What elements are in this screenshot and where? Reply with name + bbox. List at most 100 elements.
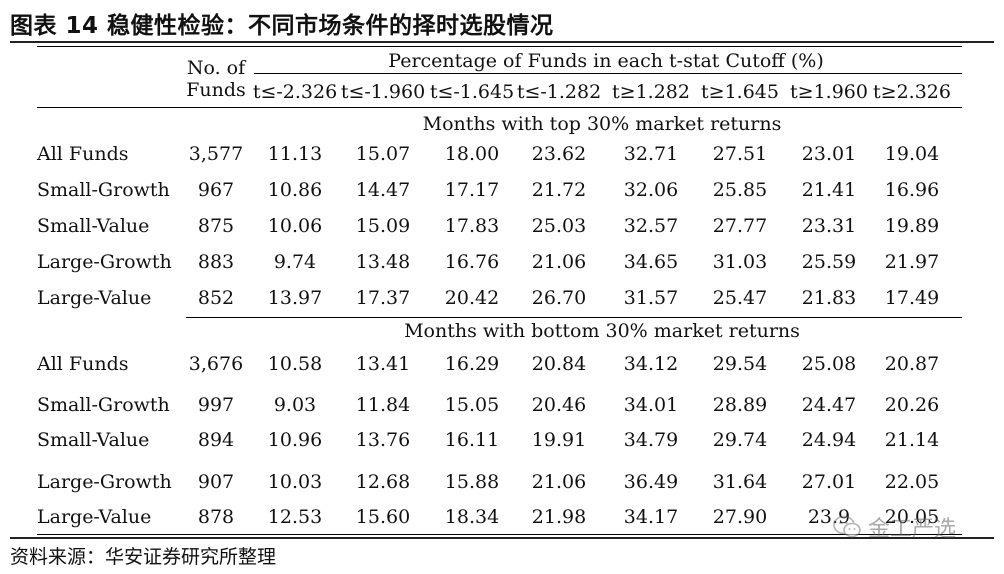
source-note: 资料来源：华安证券研究所整理 bbox=[10, 546, 277, 568]
table-cell: 13.76 bbox=[355, 429, 411, 451]
table-cell: 20.87 bbox=[884, 353, 940, 375]
table-cell: 27.77 bbox=[712, 215, 768, 237]
table-cell: 36.49 bbox=[623, 471, 679, 493]
row-label: Large-Value bbox=[37, 506, 152, 528]
table-cell: 24.47 bbox=[801, 394, 857, 416]
header-group-rule bbox=[254, 73, 962, 74]
table-cell: 17.49 bbox=[884, 287, 940, 309]
header-group-title: Percentage of Funds in each t-stat Cutof… bbox=[388, 50, 824, 72]
bottom-rule bbox=[10, 537, 994, 539]
table-cell: 21.83 bbox=[801, 287, 857, 309]
row-label: Small-Growth bbox=[37, 179, 170, 201]
table-cell: 25.08 bbox=[801, 353, 857, 375]
table-bottom-rule bbox=[37, 534, 962, 535]
panel-caption: Months with bottom 30% market returns bbox=[404, 320, 800, 342]
table-cell: 19.89 bbox=[884, 215, 940, 237]
watermark: 金工严选 bbox=[832, 512, 956, 542]
table-cell: 9.74 bbox=[273, 251, 317, 273]
table-cell: 20.46 bbox=[531, 394, 587, 416]
table-cell: 34.79 bbox=[623, 429, 679, 451]
table-cell: 14.47 bbox=[355, 179, 411, 201]
table-cell: 12.68 bbox=[355, 471, 411, 493]
fund-count: 852 bbox=[197, 287, 235, 309]
table-cell: 10.03 bbox=[267, 471, 323, 493]
table-cell: 28.89 bbox=[712, 394, 768, 416]
fund-count: 894 bbox=[197, 429, 235, 451]
table-cell: 16.11 bbox=[444, 429, 500, 451]
table-cell: 15.88 bbox=[444, 471, 500, 493]
table-cell: 21.72 bbox=[531, 179, 587, 201]
fund-count: 3,577 bbox=[188, 143, 244, 165]
table-cell: 34.12 bbox=[623, 353, 679, 375]
title-bar: 图表 14 稳健性检验：不同市场条件的择时选股情况 bbox=[0, 0, 1004, 40]
row-label: Small-Value bbox=[37, 215, 150, 237]
header-cutoff: t≤-1.645 bbox=[429, 81, 515, 103]
table-cell: 21.06 bbox=[531, 251, 587, 273]
table-cell: 27.90 bbox=[712, 506, 768, 528]
header-bottom-rule bbox=[37, 107, 962, 108]
fund-count: 883 bbox=[197, 251, 235, 273]
row-label: Small-Value bbox=[37, 429, 150, 451]
table-cell: 34.01 bbox=[623, 394, 679, 416]
table-cell: 31.03 bbox=[712, 251, 768, 273]
fund-count: 3,676 bbox=[188, 353, 244, 375]
table-cell: 10.06 bbox=[267, 215, 323, 237]
table-cell: 20.26 bbox=[884, 394, 940, 416]
row-label: All Funds bbox=[37, 353, 129, 375]
table-cell: 16.76 bbox=[444, 251, 500, 273]
table-cell: 23.62 bbox=[531, 143, 587, 165]
fund-count: 967 bbox=[197, 179, 235, 201]
header-cutoff: t≥1.282 bbox=[612, 81, 690, 103]
row-label: Large-Growth bbox=[37, 471, 172, 493]
table-cell: 21.14 bbox=[884, 429, 940, 451]
table-cell: 25.59 bbox=[801, 251, 857, 273]
table-cell: 11.84 bbox=[355, 394, 411, 416]
table-top-rule bbox=[37, 46, 962, 47]
table-cell: 16.29 bbox=[444, 353, 500, 375]
table-cell: 19.04 bbox=[884, 143, 940, 165]
fund-count: 997 bbox=[197, 394, 235, 416]
table-cell: 24.94 bbox=[801, 429, 857, 451]
table-cell: 10.86 bbox=[267, 179, 323, 201]
table-cell: 13.48 bbox=[355, 251, 411, 273]
table-cell: 15.07 bbox=[355, 143, 411, 165]
table-cell: 31.64 bbox=[712, 471, 768, 493]
table-cell: 26.70 bbox=[531, 287, 587, 309]
table-cell: 21.97 bbox=[884, 251, 940, 273]
figure-title: 图表 14 稳健性检验：不同市场条件的择时选股情况 bbox=[10, 13, 554, 39]
table-cell: 17.83 bbox=[444, 215, 500, 237]
table-cell: 22.05 bbox=[884, 471, 940, 493]
table-cell: 15.09 bbox=[355, 215, 411, 237]
table-cell: 13.97 bbox=[267, 287, 323, 309]
table-cell: 19.91 bbox=[531, 429, 587, 451]
table-cell: 13.41 bbox=[355, 353, 411, 375]
table-cell: 31.57 bbox=[623, 287, 679, 309]
table-cell: 20.84 bbox=[531, 353, 587, 375]
table-cell: 25.47 bbox=[712, 287, 768, 309]
table-cell: 32.71 bbox=[623, 143, 679, 165]
table-cell: 23.31 bbox=[801, 215, 857, 237]
table-cell: 17.17 bbox=[444, 179, 500, 201]
table-cell: 15.60 bbox=[355, 506, 411, 528]
table-cell: 11.13 bbox=[267, 143, 323, 165]
panel-separator-rule bbox=[186, 317, 962, 318]
table-cell: 23.01 bbox=[801, 143, 857, 165]
table-cell: 27.01 bbox=[801, 471, 857, 493]
table-cell: 20.05 bbox=[884, 506, 940, 528]
table-cell: 32.06 bbox=[623, 179, 679, 201]
header-cutoff: t≤-1.960 bbox=[340, 81, 426, 103]
table-cell: 18.00 bbox=[444, 143, 500, 165]
table-cell: 27.51 bbox=[712, 143, 768, 165]
watermark-text: 金工严选 bbox=[868, 517, 957, 542]
table-cell: 21.41 bbox=[801, 179, 857, 201]
header-cutoff: t≥1.645 bbox=[701, 81, 779, 103]
table-cell: 25.03 bbox=[531, 215, 587, 237]
panel-caption: Months with top 30% market returns bbox=[422, 113, 782, 135]
table-cell: 12.53 bbox=[267, 506, 323, 528]
table-cell: 16.96 bbox=[884, 179, 940, 201]
table-cell: 10.96 bbox=[267, 429, 323, 451]
fund-count: 878 bbox=[197, 506, 235, 528]
fund-count: 875 bbox=[197, 215, 235, 237]
table-cell: 34.17 bbox=[623, 506, 679, 528]
table-cell: 29.54 bbox=[712, 353, 768, 375]
